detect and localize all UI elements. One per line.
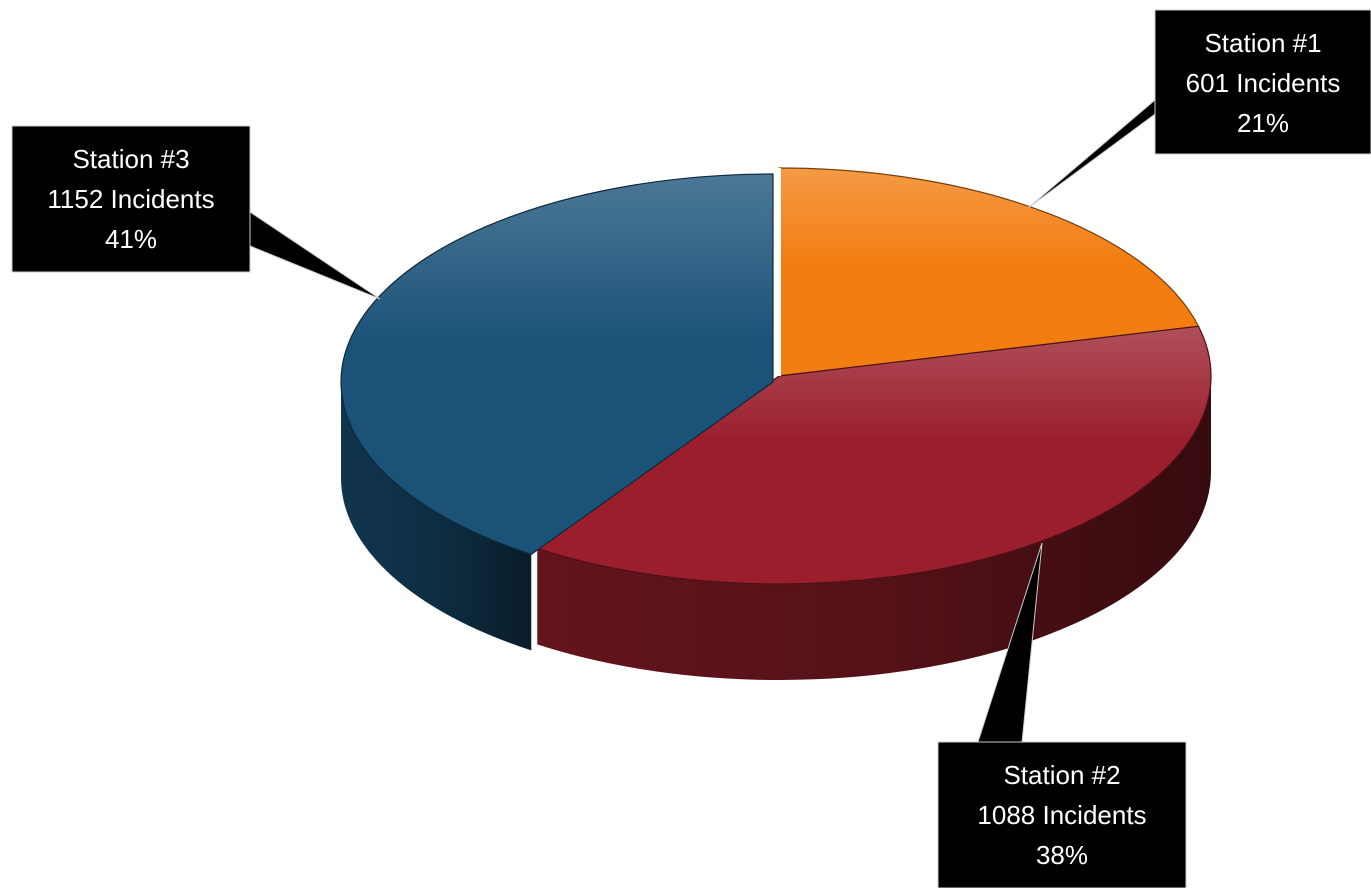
slice-3 — [340, 173, 774, 556]
slice-percent-label: 41% — [105, 224, 157, 254]
data-label-1: Station #1 601 Incidents 21% — [1027, 9, 1371, 209]
slice-name-label: Station #1 — [1204, 28, 1321, 58]
data-label-2: Station #2 1088 Incidents 38% — [937, 542, 1187, 888]
slice-1 — [778, 167, 1200, 377]
slice-count-label: 1152 Incidents — [47, 184, 214, 214]
slice-percent-label: 21% — [1237, 108, 1289, 138]
slice-2 — [535, 325, 1212, 585]
callout-box — [1154, 9, 1371, 155]
callouts: Station #1 601 Incidents 21% Station #2 1088… — [11, 9, 1371, 888]
slice-side-2 — [537, 376, 1211, 681]
slice-count-label: 601 Incidents — [1186, 68, 1341, 98]
slice-percent-label: 38% — [1036, 840, 1088, 870]
slice-side-3 — [341, 382, 532, 651]
callout-box — [937, 741, 1187, 888]
data-label-3: Station #3 1152 Incidents 41% — [11, 125, 381, 300]
pie-sides — [341, 376, 1211, 681]
slice-count-label: 1088 Incidents — [977, 800, 1146, 830]
slice-name-label: Station #3 — [72, 144, 189, 174]
pie-tops — [340, 167, 1212, 585]
callout-box — [11, 125, 251, 273]
callout-pointer — [249, 211, 381, 300]
slice-name-label: Station #2 — [1003, 760, 1120, 790]
